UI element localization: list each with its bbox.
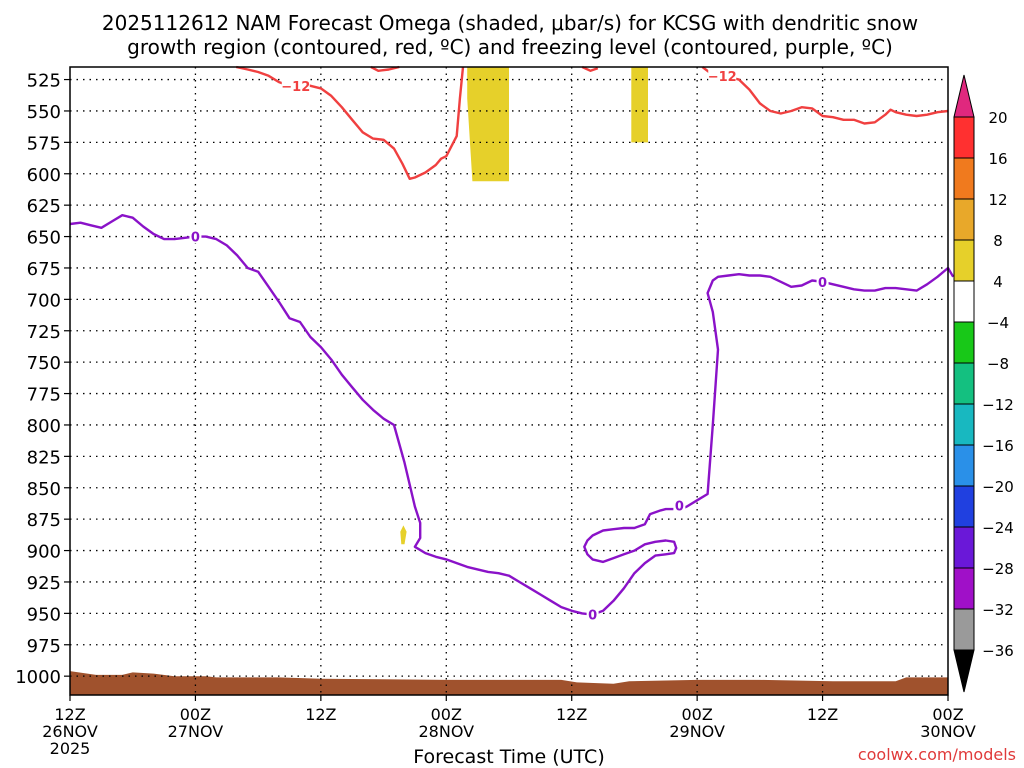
colorbar-box-10 bbox=[953, 485, 975, 528]
y-tick-label-925: 925 bbox=[27, 573, 61, 594]
colorbar-box-5 bbox=[953, 280, 975, 323]
x-tick-hour-7: 00Z bbox=[932, 705, 963, 724]
y-tick-label-525: 525 bbox=[27, 71, 61, 92]
y-tick-label-625: 625 bbox=[27, 196, 61, 217]
colorbar-label-13: −32 bbox=[982, 601, 1014, 619]
colorbar-box-7 bbox=[953, 362, 975, 405]
y-tick-label-875: 875 bbox=[27, 510, 61, 531]
contour-label-bg bbox=[816, 273, 829, 289]
colorbar-box-11 bbox=[953, 526, 975, 569]
omega-shade-region-1 bbox=[467, 67, 509, 182]
colorbar-label-3: 12 bbox=[988, 191, 1007, 209]
y-tick-label-750: 750 bbox=[27, 353, 61, 374]
omega-shade-region-3 bbox=[400, 525, 407, 545]
colorbar: 20 16 12 8 4 −4 −8 −12 −16 −20 −24 −28 −32 −36 bbox=[953, 74, 1014, 693]
y-tick-label-725: 725 bbox=[27, 322, 61, 343]
y-tick-label-800: 800 bbox=[27, 416, 61, 437]
x-tick-hour-4: 12Z bbox=[556, 705, 587, 724]
colorbar-label-8: −12 bbox=[982, 396, 1014, 414]
omega-shading bbox=[400, 67, 648, 545]
colorbar-box-8 bbox=[953, 403, 975, 446]
y-tick-label-700: 700 bbox=[27, 290, 61, 311]
x-tick-hour-0: 12Z bbox=[54, 705, 85, 724]
contour-labels: −12 −12 0 0 0 0 bbox=[189, 67, 829, 624]
x-tick-date-5: 29NOV bbox=[669, 722, 725, 741]
colorbar-label-11: −24 bbox=[982, 519, 1014, 537]
surface-terrain bbox=[70, 671, 948, 695]
x-tick-date-0: 26NOV bbox=[42, 722, 98, 741]
colorbar-box-13 bbox=[953, 608, 975, 651]
colorbar-box-9 bbox=[953, 444, 975, 487]
freezing-contour-label-2: 0 bbox=[588, 609, 597, 624]
y-tick-label-850: 850 bbox=[27, 479, 61, 500]
y-tick-label-950: 950 bbox=[27, 604, 61, 625]
dgz-contour-segment-4 bbox=[701, 66, 949, 125]
x-tick-hour-6: 12Z bbox=[807, 705, 838, 724]
chart-title-line-2: growth region (contoured, red, ºC) and f… bbox=[127, 35, 893, 59]
y-tick-label-675: 675 bbox=[27, 259, 61, 280]
colorbar-label-6: −4 bbox=[987, 314, 1009, 332]
dgz-contour-segment-3 bbox=[581, 65, 599, 72]
x-tick-year-0: 2025 bbox=[50, 739, 91, 758]
freezing-contour-label-1: 0 bbox=[191, 231, 200, 246]
contour-label-bg bbox=[189, 228, 202, 244]
x-tick-date-1: 27NOV bbox=[168, 722, 224, 741]
x-tick-hour-1: 00Z bbox=[180, 705, 211, 724]
grid-lines bbox=[70, 67, 948, 695]
colorbar-top-arrow bbox=[953, 74, 975, 118]
plot-frame bbox=[69, 66, 949, 696]
colorbar-bottom-arrow bbox=[953, 649, 975, 693]
y-tick-label-575: 575 bbox=[27, 133, 61, 154]
colorbar-box-1 bbox=[953, 116, 975, 159]
colorbar-label-2: 16 bbox=[988, 150, 1007, 168]
y-tick-label-775: 775 bbox=[27, 385, 61, 406]
colorbar-label-4: 8 bbox=[993, 232, 1003, 250]
colorbar-box-3 bbox=[953, 198, 975, 241]
x-axis-label: Forecast Time (UTC) bbox=[413, 746, 604, 768]
colorbar-box-6 bbox=[953, 321, 975, 364]
freezing-contour-label-4: 0 bbox=[818, 276, 827, 291]
y-tick-label-825: 825 bbox=[27, 447, 61, 468]
omega-shade-region-2 bbox=[631, 67, 648, 143]
x-tick-date-3: 28NOV bbox=[418, 722, 474, 741]
colorbar-box-12 bbox=[953, 567, 975, 610]
y-tick-label-1000: 1000 bbox=[15, 667, 61, 688]
dgz-contour-label-1: −12 bbox=[281, 80, 310, 95]
colorbar-label-14: −36 bbox=[982, 642, 1014, 660]
colorbar-box-4 bbox=[953, 239, 975, 282]
x-tick-date-7: 30NOV bbox=[920, 722, 976, 741]
dgz-contour-segment-1 bbox=[235, 65, 465, 180]
x-tick-hour-2: 12Z bbox=[305, 705, 336, 724]
credit-text: coolwx.com/models bbox=[858, 745, 1016, 764]
colorbar-label-9: −16 bbox=[982, 437, 1014, 455]
freezing-contour-label-3: 0 bbox=[675, 499, 684, 514]
contours bbox=[69, 65, 955, 616]
y-tick-label-900: 900 bbox=[27, 542, 61, 563]
x-tick-hour-5: 00Z bbox=[681, 705, 712, 724]
dgz-contour-label-2: −12 bbox=[708, 70, 737, 85]
dgz-contour-segment-2 bbox=[370, 65, 400, 72]
x-tick-hour-3: 00Z bbox=[431, 705, 462, 724]
colorbar-label-10: −20 bbox=[982, 478, 1014, 496]
y-axis: 525 550 575 600 625 650 675 700 725 750 775 800 825 8… bbox=[15, 71, 70, 688]
contour-label-bg bbox=[708, 67, 737, 83]
chart-title-line-1: 2025112612 NAM Forecast Omega (shaded, μ… bbox=[102, 11, 918, 35]
y-tick-label-550: 550 bbox=[27, 102, 61, 123]
contour-label-bg bbox=[673, 497, 686, 513]
freezing-contour-segment-1 bbox=[69, 214, 955, 616]
colorbar-box-2 bbox=[953, 157, 975, 200]
colorbar-label-7: −8 bbox=[987, 355, 1009, 373]
colorbar-label-5: 4 bbox=[993, 273, 1003, 291]
y-tick-label-650: 650 bbox=[27, 228, 61, 249]
y-tick-label-975: 975 bbox=[27, 636, 61, 657]
contour-label-bg bbox=[586, 606, 599, 622]
colorbar-label-12: −28 bbox=[982, 560, 1014, 578]
y-tick-label-600: 600 bbox=[27, 165, 61, 186]
terrain-fill bbox=[70, 671, 948, 695]
colorbar-label-1: 20 bbox=[988, 109, 1007, 127]
contour-label-bg bbox=[281, 77, 310, 93]
